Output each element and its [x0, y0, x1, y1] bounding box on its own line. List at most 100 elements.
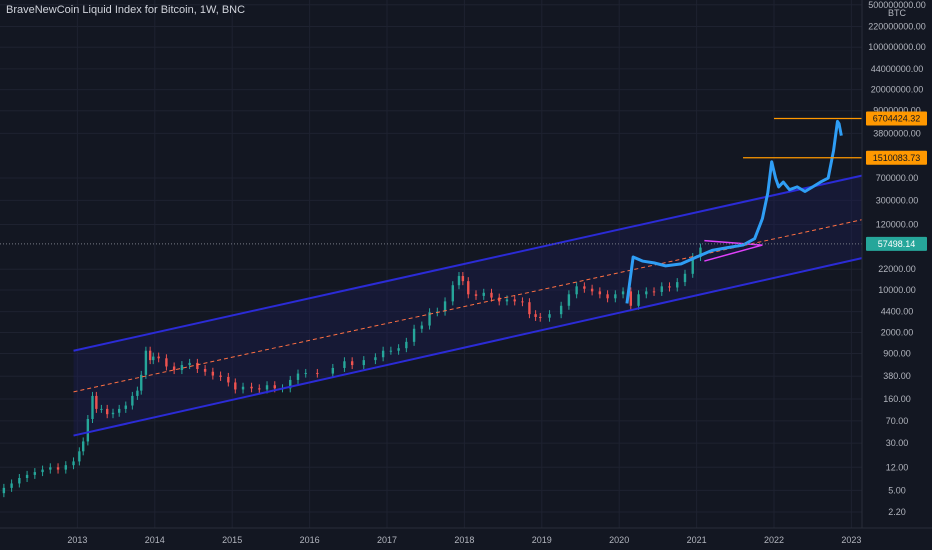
triangle-lower-line: [704, 244, 763, 262]
price-axis[interactable]: 500000000.00 220000000.00 100000000.00 4400…: [868, 0, 926, 517]
candle-body: [676, 282, 679, 288]
price-tick-label: 700000.00: [876, 173, 919, 183]
price-tick-label: 120000.00: [876, 220, 919, 230]
candle-body: [165, 358, 168, 367]
candle-body: [490, 292, 493, 298]
candle-body: [18, 477, 21, 484]
candle-body: [652, 291, 656, 293]
price-tick-label: 2.20: [888, 507, 906, 517]
current-price-badge-label: 57498.14: [878, 239, 916, 249]
candle-body: [49, 467, 52, 470]
candle-body: [148, 350, 152, 361]
candle-body: [91, 395, 94, 419]
candle-body: [498, 297, 501, 302]
price-tick-label: 2000.00: [881, 327, 914, 337]
candle-body: [420, 325, 424, 329]
price-tick-label: 380.00: [883, 371, 911, 381]
channel-upper-line: [73, 173, 868, 352]
price-tick-label: 12.00: [886, 462, 909, 472]
candle-body: [362, 360, 365, 366]
time-tick-label: 2020: [609, 535, 629, 545]
candle-body: [2, 487, 6, 494]
candle-body: [95, 395, 98, 409]
price-tick-label: 100000000.00: [868, 42, 926, 52]
candle-body: [241, 386, 245, 390]
price-axis-panel[interactable]: [862, 0, 932, 528]
candle-body: [343, 361, 346, 368]
time-axis-panel[interactable]: [0, 528, 932, 550]
time-tick-label: 2014: [145, 535, 165, 545]
candle-body: [64, 465, 67, 470]
resistance-badge-label: 1510083.73: [873, 153, 921, 163]
candle-body: [111, 412, 115, 415]
candle-body: [136, 390, 139, 396]
candle-body: [144, 350, 148, 375]
time-tick-label: 2022: [764, 535, 784, 545]
candle-body: [528, 302, 531, 315]
candle-body: [691, 256, 694, 274]
candle-body: [645, 291, 648, 295]
candle-body: [296, 373, 300, 380]
candle-body: [559, 305, 563, 315]
candle-body: [575, 286, 578, 295]
price-tick-label: 5.00: [888, 485, 906, 495]
price-tick-label: 9000000.00: [873, 106, 921, 116]
price-tick-label: 30.00: [886, 438, 909, 448]
candle-body: [56, 467, 60, 470]
candle-body: [606, 294, 609, 299]
candle-body: [513, 299, 516, 302]
candle-body: [10, 483, 13, 488]
resistance-badge-bg: [866, 150, 927, 165]
time-tick-label: 2023: [841, 535, 861, 545]
price-tick-label: 4400.00: [881, 307, 914, 317]
candle-body: [534, 314, 537, 317]
candle-body: [331, 367, 335, 374]
price-tick-label: 3800000.00: [873, 128, 921, 138]
price-badges: 6704424.32 1510083.73 57498.14: [866, 111, 927, 251]
candle-body: [304, 372, 307, 374]
time-tick-label: 2013: [67, 535, 87, 545]
candle-body: [637, 294, 640, 306]
price-tick-label: 20000000.00: [871, 85, 924, 95]
candle-body: [41, 469, 44, 473]
candle-body: [265, 385, 269, 390]
candle-body: [258, 388, 261, 390]
resistance-badge-label: 6704424.32: [873, 113, 921, 123]
candle-body: [405, 341, 408, 349]
candle-body: [699, 247, 702, 257]
candle-body: [583, 286, 586, 289]
candle-body: [33, 472, 37, 475]
channel-midline: [73, 218, 867, 393]
price-tick-label: 10000.00: [878, 285, 916, 295]
time-tick-label: 2021: [687, 535, 707, 545]
candle-body: [598, 291, 602, 295]
price-tick-label: 300000.00: [876, 195, 919, 205]
candle-body: [180, 365, 184, 371]
candle-body: [82, 441, 85, 452]
candle-body: [234, 382, 237, 390]
candle-body: [381, 350, 385, 358]
candle-body: [457, 276, 461, 286]
time-axis[interactable]: 2013 2014 2015 2016 2017 2018 2019 2020 2021 2022…: [67, 535, 861, 545]
candle-body: [211, 371, 215, 376]
candle-body: [219, 375, 222, 377]
candle-body: [289, 379, 292, 389]
candle-body: [100, 408, 103, 410]
grid-lines: [0, 0, 862, 528]
candle-body: [505, 299, 509, 302]
candles: [2, 243, 702, 498]
candle-body: [539, 316, 542, 318]
candle-body: [548, 314, 551, 318]
candle-body: [521, 301, 524, 303]
currency-label: BTC: [888, 8, 907, 18]
chart-title: BraveNewCoin Liquid Index for Bitcoin, 1…: [6, 4, 246, 16]
resistance-badge-bg: [866, 111, 927, 126]
candle-body: [157, 356, 160, 359]
time-tick-label: 2017: [377, 535, 397, 545]
price-tick-label: 220000000.00: [868, 21, 926, 31]
candle-body: [117, 408, 121, 413]
candle-body: [474, 294, 478, 296]
candle-body: [227, 376, 230, 383]
candle-body: [172, 366, 176, 371]
